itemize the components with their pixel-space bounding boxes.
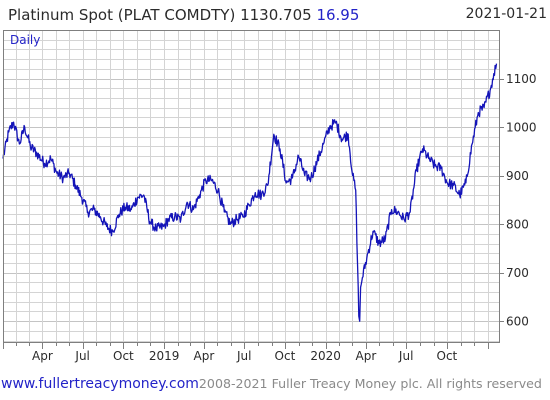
x-tick-label: Jul bbox=[398, 349, 413, 363]
x-tick-label: 2019 bbox=[149, 349, 180, 363]
y-tick-label: 800 bbox=[506, 218, 529, 232]
y-tick-label: 1000 bbox=[506, 121, 537, 135]
footer-site-link[interactable]: www.fullertreacymoney.com bbox=[1, 376, 199, 392]
y-axis: 600 700 800 900 1000 1100 bbox=[500, 72, 537, 329]
last-price: 1130.705 bbox=[240, 6, 312, 24]
x-tick-label: Oct bbox=[275, 349, 296, 363]
y-tick-label: 600 bbox=[506, 315, 529, 329]
title-row: Platinum Spot (PLAT COMDTY) 1130.705 16.… bbox=[8, 6, 359, 24]
grid bbox=[3, 30, 500, 343]
chart-date: 2021-01-21 bbox=[465, 6, 547, 22]
x-tick-label: Oct bbox=[113, 349, 134, 363]
footer: www.fullertreacymoney.com2008-2021 Fulle… bbox=[1, 376, 542, 392]
chart-title: Platinum Spot (PLAT COMDTY) bbox=[8, 6, 236, 24]
y-tick-label: 900 bbox=[506, 169, 529, 183]
x-tick-label: Apr bbox=[194, 349, 215, 363]
x-tick-label: 2020 bbox=[310, 349, 341, 363]
x-tick-label: Oct bbox=[437, 349, 458, 363]
x-axis: Apr Jul Oct 2019 Apr Jul Oct 2020 Apr Jul Oct bbox=[3, 343, 489, 363]
x-tick-label: Apr bbox=[356, 349, 377, 363]
price-change: 16.95 bbox=[316, 6, 360, 24]
footer-copyright: 2008-2021 Fuller Treacy Money plc. All r… bbox=[198, 376, 542, 391]
x-tick-label: Jul bbox=[74, 349, 89, 363]
x-tick-label: Apr bbox=[32, 349, 53, 363]
x-tick-label: Jul bbox=[236, 349, 251, 363]
plot-frame bbox=[3, 30, 500, 343]
y-tick-label: 1100 bbox=[506, 72, 537, 86]
interval-label: Daily bbox=[10, 33, 40, 47]
price-line bbox=[2, 63, 498, 322]
y-tick-label: 700 bbox=[506, 266, 529, 280]
